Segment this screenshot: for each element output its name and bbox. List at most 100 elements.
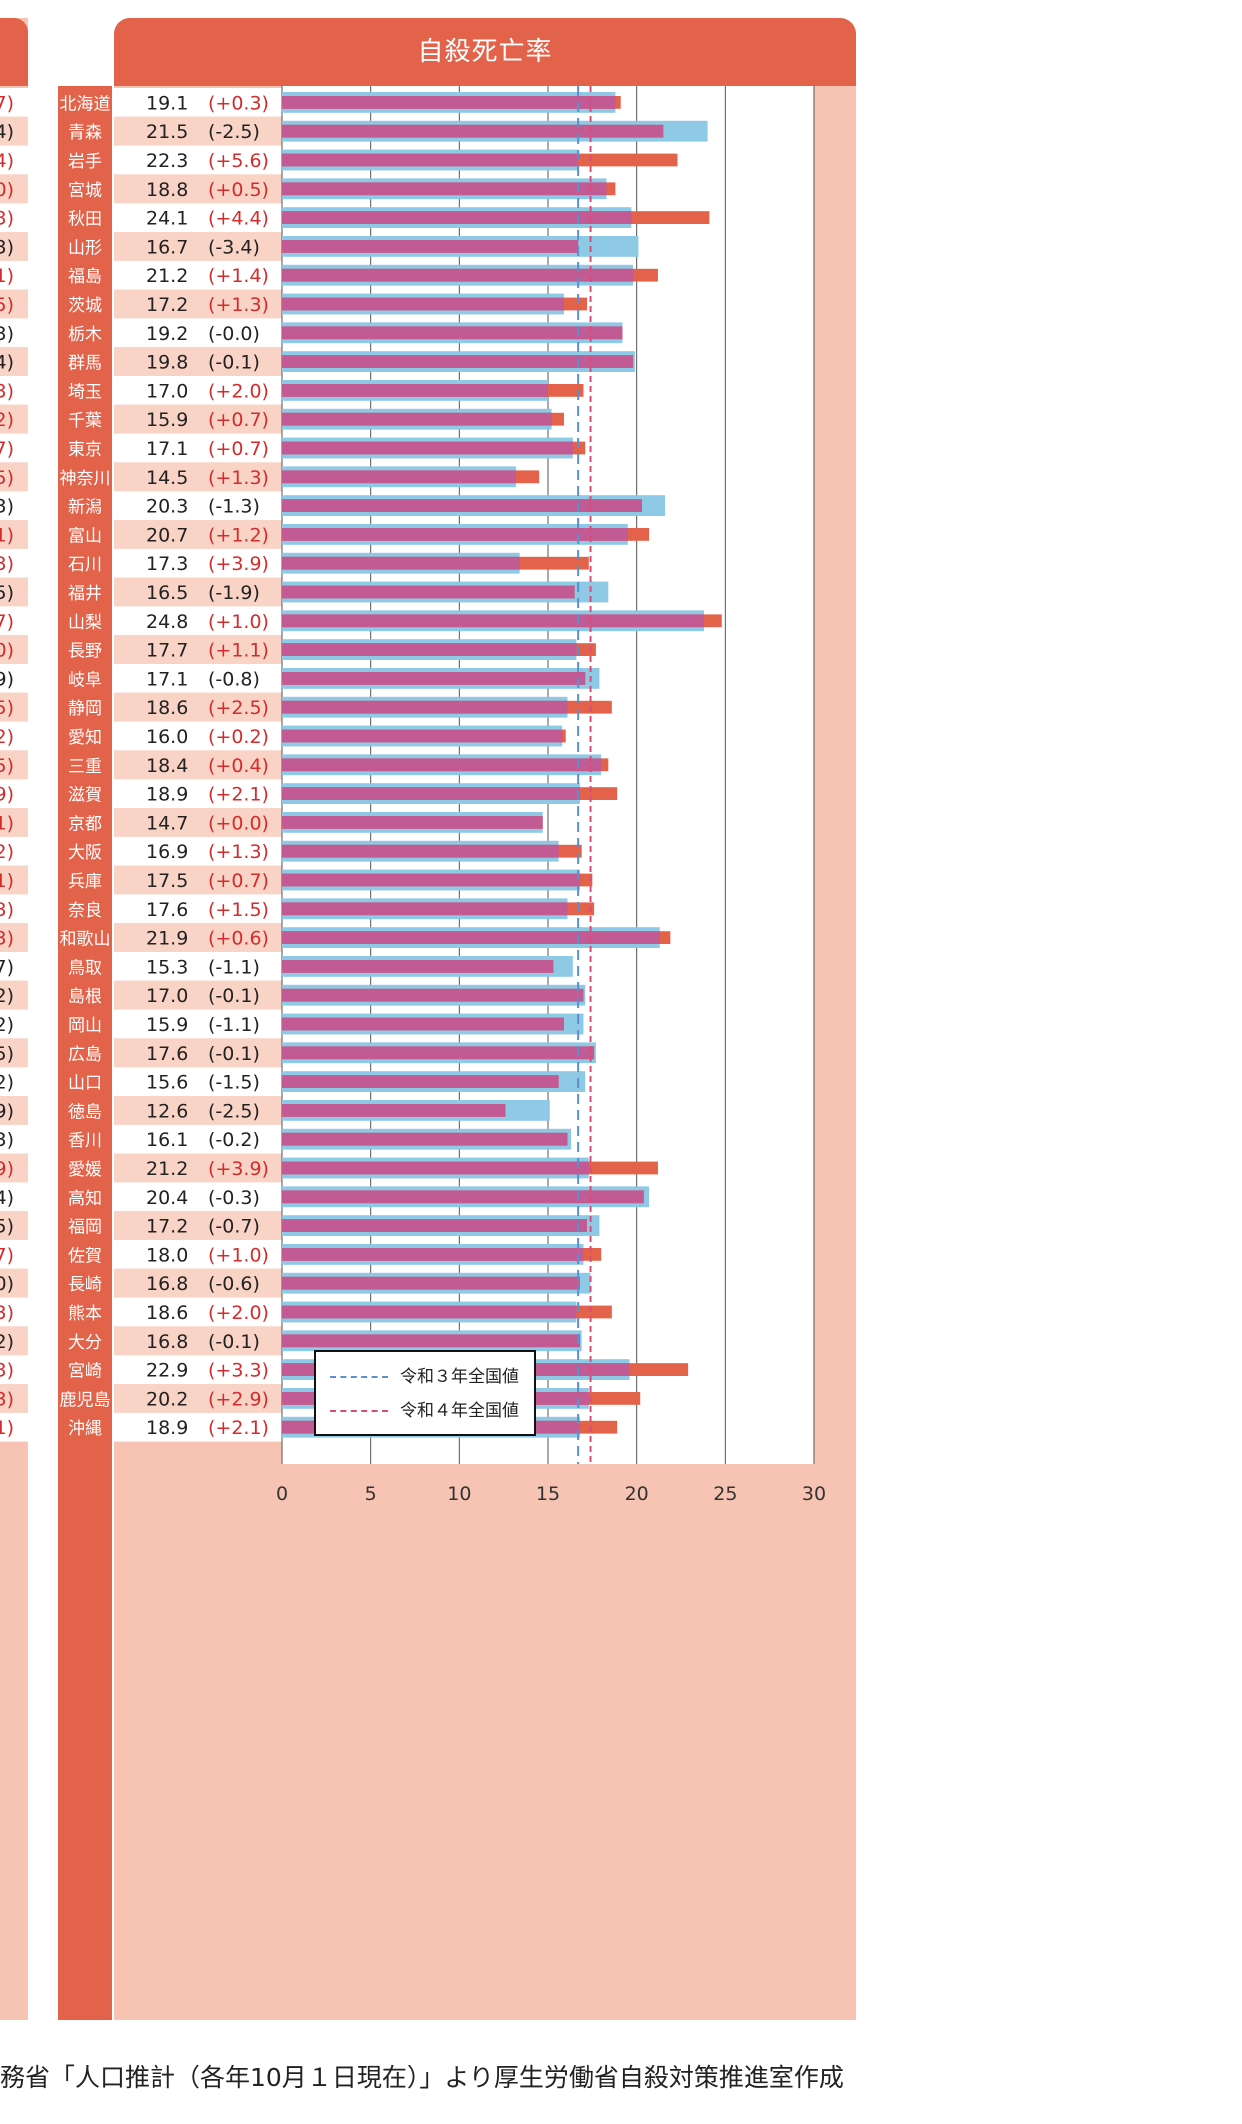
change-label: (+0.7): [208, 438, 269, 460]
left-row-stripe: [0, 1067, 28, 1096]
bar-overlap: [282, 297, 564, 311]
value-row-stripe: [114, 1384, 282, 1413]
legend: 令和３年全国値 令和４年全国値: [314, 1350, 536, 1436]
bar-overlap: [282, 153, 579, 167]
prefecture-label: 新潟: [68, 498, 102, 518]
left-row-stripe: [0, 1182, 28, 1212]
left-cut-label: 3): [0, 1302, 14, 1324]
bar-overlap: [282, 1305, 577, 1319]
change-label: (+0.4): [208, 755, 269, 777]
bar-overlap: [282, 1132, 568, 1146]
left-row-stripe: [0, 404, 28, 434]
change-label: (-0.1): [208, 1043, 260, 1065]
value-label: 16.1: [146, 1129, 188, 1151]
bar-overlap: [282, 816, 543, 829]
value-label: 18.6: [146, 697, 188, 719]
chart-title: 自殺死亡率: [417, 37, 553, 67]
prefecture-label: 鹿児島: [60, 1390, 111, 1410]
prefecture-label: 香川: [68, 1131, 102, 1151]
left-cut-label: 3): [0, 1129, 14, 1151]
x-tick-label: 10: [447, 1483, 471, 1505]
prefecture-label: 岩手: [68, 152, 102, 172]
bar-overlap: [282, 499, 642, 512]
change-label: (+0.3): [208, 92, 269, 114]
prefecture-label: 愛媛: [68, 1160, 102, 1180]
prefecture-label: 長野: [68, 642, 102, 662]
bar-overlap: [282, 1219, 588, 1232]
value-row-stripe: [114, 260, 282, 290]
legend-swatch-r4: [330, 1410, 388, 1412]
value-row-stripe: [114, 721, 282, 751]
prefecture-label: 静岡: [68, 699, 102, 719]
value-row-stripe: [114, 952, 282, 981]
change-label: (-0.0): [208, 323, 260, 345]
value-row-stripe: [114, 1124, 282, 1154]
left-row-stripe: [0, 836, 28, 866]
value-label: 17.2: [146, 294, 188, 316]
prefecture-label: 長崎: [68, 1275, 102, 1295]
left-row-stripe: [0, 635, 28, 664]
bar-overlap: [282, 614, 705, 628]
value-row-stripe: [114, 116, 282, 146]
prefecture-label: 宮城: [68, 181, 102, 201]
left-cut-label: 3): [0, 208, 14, 230]
left-row-stripe: [0, 1038, 28, 1068]
change-label: (-1.3): [208, 496, 260, 518]
left-row-stripe: [0, 1326, 28, 1356]
value-label: 17.0: [146, 985, 188, 1007]
change-label: (+1.0): [208, 611, 269, 633]
value-label: 16.7: [146, 236, 188, 258]
left-row-stripe: [0, 520, 28, 549]
prefecture-label: 岐阜: [68, 670, 102, 690]
prefecture-label: 福岡: [68, 1218, 102, 1238]
left-panel-header: [0, 18, 28, 86]
x-tick-label: 5: [365, 1483, 377, 1505]
value-label: 22.9: [146, 1360, 188, 1382]
value-label: 18.9: [146, 1417, 188, 1439]
prefecture-label: 京都: [68, 814, 102, 834]
value-row-stripe: [114, 923, 282, 952]
left-cut-label: 2): [0, 1331, 14, 1353]
prefecture-label: 島根: [68, 987, 102, 1007]
left-row-stripe: [0, 980, 28, 1010]
left-row-stripe: [0, 1211, 28, 1240]
bar-overlap: [282, 1248, 584, 1261]
bar-overlap: [282, 1190, 644, 1204]
left-cut-label: 7): [0, 611, 14, 633]
left-cut-label: 2): [0, 1014, 14, 1036]
value-row-stripe: [114, 692, 282, 722]
value-label: 24.8: [146, 611, 188, 633]
value-label: 18.4: [146, 755, 188, 777]
left-cut-label: 2): [0, 985, 14, 1007]
left-row-stripe: [0, 347, 28, 376]
value-label: 20.2: [146, 1388, 188, 1410]
left-cut-label: 1): [0, 1417, 14, 1439]
left-cut-label: 3): [0, 1360, 14, 1382]
value-row-stripe: [114, 232, 282, 261]
left-cut-label: 3): [0, 496, 14, 518]
change-label: (+0.0): [208, 812, 269, 834]
bar-overlap: [282, 585, 575, 599]
change-label: (+2.0): [208, 380, 269, 402]
left-row-stripe: [0, 721, 28, 751]
left-cut-label: 3): [0, 323, 14, 345]
value-label: 19.8: [146, 352, 188, 374]
bar-overlap: [282, 412, 552, 426]
left-row-stripe: [0, 174, 28, 204]
prefecture-label: 神奈川: [60, 469, 111, 489]
bar-overlap: [282, 931, 660, 944]
change-label: (+2.1): [208, 784, 269, 806]
left-cut-label: 7): [0, 956, 14, 978]
change-label: (-1.5): [208, 1072, 260, 1094]
change-label: (-0.7): [208, 1216, 260, 1238]
left-cut-label: 2): [0, 1072, 14, 1094]
left-cut-label: 9): [0, 1158, 14, 1180]
value-label: 21.2: [146, 265, 188, 287]
bar-overlap: [282, 528, 628, 541]
bar-overlap: [282, 729, 563, 743]
x-tick-label: 0: [276, 1483, 288, 1505]
value-label: 17.1: [146, 438, 188, 460]
value-label: 21.5: [146, 121, 188, 143]
value-label: 17.5: [146, 870, 188, 892]
left-cut-label: 3): [0, 380, 14, 402]
